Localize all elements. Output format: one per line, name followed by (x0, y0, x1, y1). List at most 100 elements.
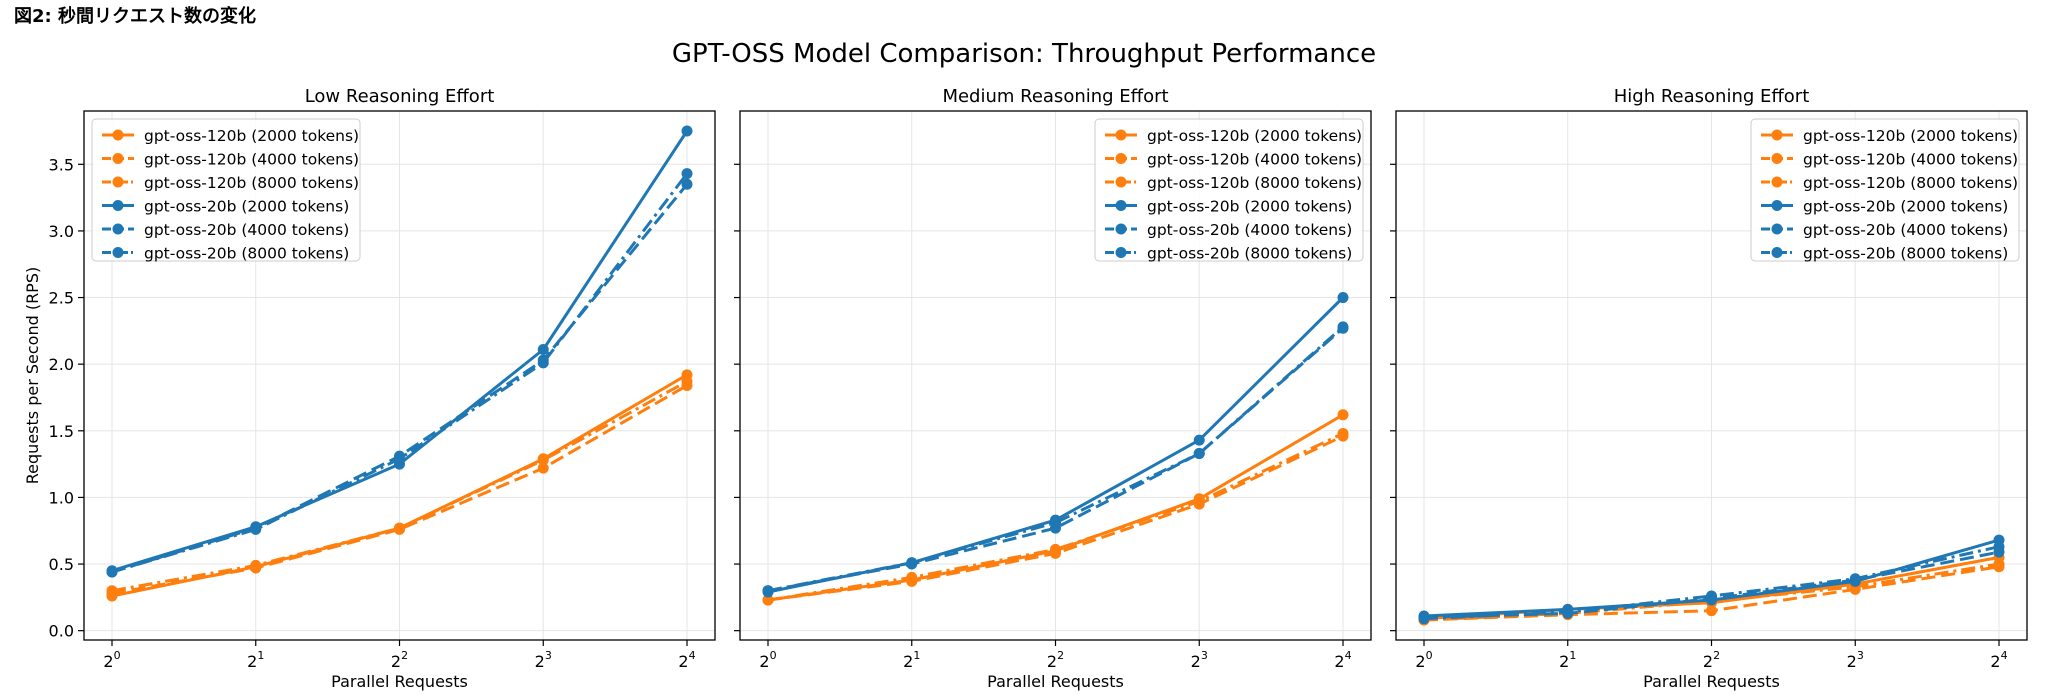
legend-label: gpt-oss-20b (4000 tokens) (144, 221, 349, 239)
data-point (394, 522, 405, 534)
x-tick-base: 2 (1047, 652, 1057, 671)
legend-marker (1115, 223, 1127, 235)
data-point (1993, 558, 2005, 570)
x-tick-exponent: 2 (1057, 649, 1064, 662)
axes-frame (83, 110, 716, 641)
legend-marker (112, 223, 124, 235)
legend-item: gpt-oss-120b (4000 tokens) (1761, 151, 2018, 169)
legend-label: gpt-oss-120b (4000 tokens) (144, 151, 359, 169)
x-tick-label: 23 (1191, 649, 1208, 671)
data-point (106, 566, 118, 578)
legend-label: gpt-oss-120b (4000 tokens) (1147, 151, 1362, 169)
legend-marker (112, 200, 124, 211)
data-point (681, 168, 693, 180)
legend-marker (112, 247, 124, 258)
legend-marker (1771, 153, 1783, 164)
x-tick-base: 2 (247, 652, 257, 671)
x-tick-exponent: 3 (1857, 649, 1864, 662)
legend: gpt-oss-120b (2000 tokens) gpt-oss-120b (… (1094, 118, 1364, 263)
x-tick-base: 2 (391, 652, 401, 671)
x-tick-exponent: 4 (1345, 649, 1352, 662)
x-tick-base: 2 (103, 652, 113, 671)
axes-frame (1395, 110, 2028, 641)
data-point (1418, 613, 1430, 625)
legend-label: gpt-oss-120b (8000 tokens) (144, 174, 359, 192)
x-tick-base: 2 (1415, 652, 1425, 671)
x-tick-label: 24 (1334, 649, 1351, 671)
y-tick-label: 1.0 (49, 488, 74, 507)
legend-label: gpt-oss-120b (8000 tokens) (1803, 174, 2018, 192)
x-tick-label: 24 (678, 649, 695, 671)
legend-label: gpt-oss-20b (2000 tokens) (144, 198, 349, 216)
legend-item: gpt-oss-120b (8000 tokens) (1105, 174, 1362, 192)
x-tick-base: 2 (759, 652, 769, 671)
x-tick-base: 2 (1559, 652, 1569, 671)
series-gpt-oss-120b-dashdot (106, 375, 693, 597)
x-tick-label: 23 (535, 649, 552, 671)
figure-caption: 図2: 秒間リクエスト数の変化 (14, 6, 256, 27)
data-point (537, 357, 549, 369)
legend-item: gpt-oss-20b (4000 tokens) (1761, 221, 2008, 239)
panel-title: High Reasoning Effort (1614, 86, 1810, 107)
x-tick-label: 21 (1559, 649, 1576, 671)
x-tick-label: 24 (1990, 649, 2007, 671)
legend-marker (1115, 153, 1127, 164)
x-tick-base: 2 (1847, 652, 1857, 671)
series-gpt-oss-20b-dashdot (762, 321, 1349, 597)
x-tick-base: 2 (903, 652, 913, 671)
x-tick-exponent: 1 (1569, 649, 1576, 662)
data-point (906, 571, 918, 583)
data-point (762, 594, 774, 606)
y-tick-label: 0.5 (49, 555, 74, 574)
legend-marker (1115, 247, 1127, 258)
x-tick-exponent: 1 (257, 649, 264, 662)
legend-marker (1771, 223, 1783, 235)
data-point (1193, 447, 1205, 459)
legend-item: gpt-oss-120b (2000 tokens) (1105, 127, 1362, 145)
x-tick-exponent: 2 (401, 649, 408, 662)
data-point (1706, 605, 1717, 617)
data-point (106, 585, 118, 597)
legend-item: gpt-oss-120b (8000 tokens) (1761, 174, 2018, 192)
axes-frame (739, 110, 1372, 641)
panel-title: Medium Reasoning Effort (942, 86, 1168, 107)
legend-item: gpt-oss-20b (4000 tokens) (102, 221, 349, 239)
data-point (250, 559, 262, 571)
legend-item: gpt-oss-120b (8000 tokens) (102, 174, 359, 192)
x-tick-exponent: 2 (1713, 649, 1720, 662)
legend-label: gpt-oss-20b (4000 tokens) (1803, 221, 2008, 239)
data-point (1993, 541, 2005, 553)
legend-label: gpt-oss-20b (8000 tokens) (1147, 245, 1352, 263)
x-tick-base: 2 (1334, 652, 1344, 671)
legend-label: gpt-oss-20b (2000 tokens) (1147, 198, 1352, 216)
x-tick-base: 2 (1703, 652, 1713, 671)
x-tick-label: 23 (1847, 649, 1864, 671)
x-tick-exponent: 0 (1426, 649, 1433, 662)
legend-item: gpt-oss-20b (8000 tokens) (1761, 245, 2008, 263)
data-point (681, 178, 693, 190)
legend-label: gpt-oss-20b (4000 tokens) (1147, 221, 1352, 239)
data-point (1337, 427, 1349, 439)
x-tick-label: 22 (1703, 649, 1720, 671)
x-tick-label: 20 (103, 649, 120, 671)
legend-marker (1115, 176, 1127, 188)
x-tick-exponent: 3 (1201, 649, 1208, 662)
data-point (906, 557, 918, 569)
legend-box (91, 118, 361, 262)
panel-title: Low Reasoning Effort (305, 86, 495, 107)
legend-label: gpt-oss-120b (2000 tokens) (1803, 127, 2018, 145)
x-tick-exponent: 0 (114, 649, 121, 662)
legend-marker (1771, 247, 1783, 258)
legend-marker (1771, 200, 1783, 211)
legend-label: gpt-oss-20b (8000 tokens) (144, 245, 349, 263)
data-point (1050, 517, 1061, 529)
y-tick-label: 2.0 (49, 355, 74, 374)
series-gpt-oss-20b-dashdot (1418, 541, 2005, 625)
y-tick-label: 0.0 (49, 622, 74, 641)
legend-label: gpt-oss-20b (8000 tokens) (1803, 245, 2008, 263)
legend-item: gpt-oss-20b (8000 tokens) (1105, 245, 1352, 263)
legend-label: gpt-oss-120b (2000 tokens) (1147, 127, 1362, 145)
legend-label: gpt-oss-120b (4000 tokens) (1803, 151, 2018, 169)
data-point (1193, 495, 1205, 507)
